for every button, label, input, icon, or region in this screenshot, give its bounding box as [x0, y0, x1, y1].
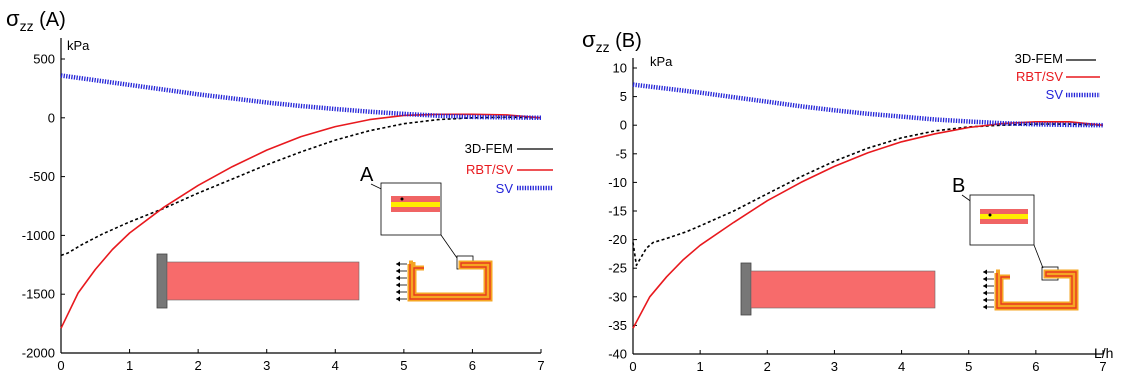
inset-b-label: B [952, 175, 965, 197]
panel-a-unit: kPa [67, 38, 90, 53]
panel-a-legend: 3D-FEM RBT/SV SV [465, 141, 553, 196]
series-sv [632, 82, 1104, 128]
x-tick-label: 7 [1099, 359, 1106, 374]
series-sv [60, 73, 542, 121]
panel-b-legend: 3D-FEM RBT/SV SV [1015, 51, 1100, 102]
x-tick-label: 6 [469, 358, 476, 373]
panel-b: σzz (B) kPa L/h 0 1 2 3 4 5 6 7 10 5 0 -5 -10 -15 -20… [582, 27, 1113, 374]
panel-b-xlabel: L/h [1094, 345, 1113, 361]
x-tick-label: 0 [629, 359, 636, 374]
inset-a-beam [166, 261, 360, 301]
x-tick-label: 7 [537, 358, 544, 373]
x-tick-label: 6 [1032, 359, 1039, 374]
x-tick-label: 3 [831, 359, 838, 374]
y-tick-label: -10 [608, 175, 627, 190]
x-tick-label: 4 [898, 359, 905, 374]
y-tick-label: 0 [620, 118, 627, 133]
series-3d-fem [60, 116, 542, 257]
panel-b-title: σzz (B) [582, 27, 642, 55]
panel-b-series [632, 82, 1104, 329]
panel-a-inset: A [156, 164, 493, 309]
y-tick-label: -500 [29, 169, 55, 184]
y-tick-label: -25 [608, 261, 627, 276]
x-tick-label: 0 [57, 358, 64, 373]
x-tick-label: 1 [126, 358, 133, 373]
y-tick-label: -40 [608, 347, 627, 362]
legend-a-fem-label: 3D-FEM [465, 141, 513, 156]
panel-a-y-ticks: 500 0 -500 -1000 -1500 -2000 [22, 52, 65, 361]
panel-a-x-ticks: 0 1 2 3 4 5 6 7 [57, 349, 545, 373]
inset-a-label: A [360, 164, 374, 186]
y-tick-label: 5 [620, 89, 627, 104]
legend-b-rbt-label: RBT/SV [1016, 69, 1063, 84]
inset-b-core [980, 214, 1028, 219]
y-tick-label: -2000 [22, 346, 55, 361]
y-tick-label: -20 [608, 232, 627, 247]
x-tick-label: 5 [400, 358, 407, 373]
x-tick-label: 2 [195, 358, 202, 373]
panel-b-y-ticks: 10 5 0 -5 -10 -15 -20 -25 -30 -35 -40 [608, 61, 637, 362]
panel-b-x-ticks: 0 1 2 3 4 5 6 7 [629, 350, 1107, 374]
y-tick-label: -1000 [22, 228, 55, 243]
legend-a-rbt-label: RBT/SV [466, 162, 513, 177]
x-tick-label: 3 [263, 358, 270, 373]
panel-b-inset: B [740, 175, 1079, 316]
y-tick-label: -30 [608, 289, 627, 304]
inset-b-frame-sketch [983, 269, 1079, 311]
inset-a-frame-sketch [396, 260, 493, 302]
y-tick-label: -15 [608, 204, 627, 219]
legend-b-sv-label: SV [1046, 87, 1064, 102]
y-tick-label: -1500 [22, 287, 55, 302]
x-tick-label: 4 [332, 358, 339, 373]
legend-b-fem-label: 3D-FEM [1015, 51, 1063, 66]
panel-a-series [60, 73, 542, 329]
series-3d-fem [632, 123, 1104, 267]
y-tick-label: -35 [608, 318, 627, 333]
y-tick-label: 0 [48, 110, 55, 125]
panel-a: σzz (A) kPa 0 1 2 3 4 5 6 7 500 0 -500 -1000 -1500 -… [6, 6, 553, 373]
x-tick-label: 1 [697, 359, 704, 374]
y-tick-label: -5 [615, 146, 627, 161]
y-tick-label: 10 [613, 61, 627, 76]
x-tick-label: 2 [764, 359, 771, 374]
x-tick-label: 5 [965, 359, 972, 374]
inset-a-support [156, 253, 168, 309]
inset-b-beam [750, 270, 936, 309]
inset-a-core [391, 202, 440, 207]
inset-b-support [740, 262, 752, 316]
legend-a-sv-label: SV [496, 181, 514, 196]
panel-a-title: σzz (A) [6, 6, 66, 34]
panel-b-unit: kPa [650, 54, 673, 69]
y-tick-label: 500 [33, 52, 55, 67]
